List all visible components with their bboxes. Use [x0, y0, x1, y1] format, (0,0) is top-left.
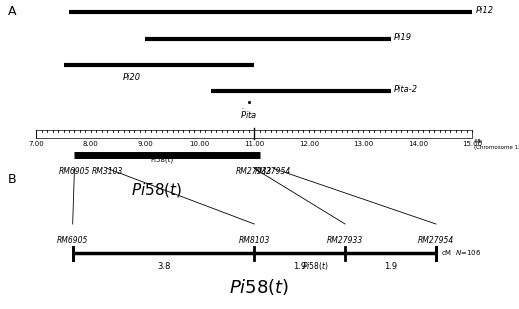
Text: 11.00: 11.00 — [244, 141, 265, 146]
Text: 3.8: 3.8 — [157, 262, 170, 271]
Text: 12.00: 12.00 — [299, 141, 319, 146]
Text: $Pi58(t)$: $Pi58(t)$ — [229, 277, 290, 297]
Text: 7.00: 7.00 — [29, 141, 44, 146]
Text: RM6905: RM6905 — [57, 236, 88, 245]
Text: Pi20: Pi20 — [122, 73, 141, 82]
Text: RM6905: RM6905 — [59, 167, 90, 176]
Text: $Pi58(t)$: $Pi58(t)$ — [131, 181, 182, 199]
Text: 15.00: 15.00 — [462, 141, 482, 146]
Text: RM27954: RM27954 — [418, 236, 454, 245]
Text: Pi12: Pi12 — [476, 6, 494, 15]
Bar — [36, 130, 472, 138]
Text: RM27954: RM27954 — [255, 167, 292, 176]
Text: Pita-2: Pita-2 — [394, 85, 418, 94]
Text: 1.9: 1.9 — [293, 262, 306, 271]
Text: 14.00: 14.00 — [408, 141, 428, 146]
Text: RM3103: RM3103 — [91, 167, 123, 176]
Text: 10.00: 10.00 — [189, 141, 210, 146]
Text: cM  $N$=106: cM $N$=106 — [441, 248, 482, 257]
Text: RM27933: RM27933 — [236, 167, 272, 176]
Text: 9.00: 9.00 — [138, 141, 153, 146]
Text: A: A — [8, 5, 16, 18]
Text: $\dot{P}$ita: $\dot{P}$ita — [240, 107, 257, 121]
Text: $Pi58(t)$: $Pi58(t)$ — [302, 260, 329, 272]
Text: 13.00: 13.00 — [353, 141, 374, 146]
Text: RM8103: RM8103 — [239, 236, 270, 245]
Text: Pi58(t): Pi58(t) — [150, 156, 173, 163]
Text: 8.00: 8.00 — [83, 141, 99, 146]
Text: Pi19: Pi19 — [394, 32, 412, 42]
Text: RM27933: RM27933 — [327, 236, 363, 245]
Text: 1.9: 1.9 — [384, 262, 397, 271]
Text: B: B — [8, 173, 17, 186]
Text: Mb
(Chromosome 12): Mb (Chromosome 12) — [474, 139, 519, 150]
